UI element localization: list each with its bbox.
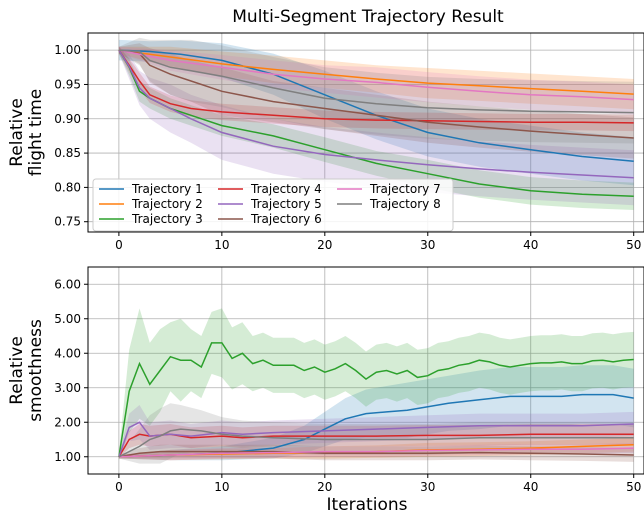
series-line-5	[118, 49, 634, 179]
legend-label-4: Trajectory 4	[250, 182, 322, 196]
y-tick-label: 0.75	[54, 215, 81, 229]
series-band-4	[118, 46, 634, 132]
y-tick-label: 6.00	[54, 277, 81, 291]
y-tick-label: 0.90	[54, 112, 81, 126]
y-axis-label-line: Relative	[7, 336, 27, 405]
x-tick-label: 30	[420, 480, 435, 494]
plot-frame	[87, 32, 644, 233]
legend-label-1: Trajectory 1	[131, 182, 203, 196]
y-tick-label: 0.85	[54, 146, 81, 160]
x-tick-label: 40	[523, 480, 538, 494]
y-tick-label: 4.00	[54, 346, 81, 360]
y-axis-label: Relativesmoothness	[7, 319, 46, 422]
x-tick-label: 20	[317, 238, 332, 252]
series-band-5	[118, 46, 634, 206]
y-tick-label: 0.95	[54, 77, 81, 91]
y-tick-label: 1.00	[54, 450, 81, 464]
series-line-7	[118, 49, 634, 101]
legend-label-7: Trajectory 7	[369, 182, 441, 196]
x-tick-label: 10	[214, 238, 229, 252]
y-axis-label-line: Relative	[7, 98, 27, 167]
series-line-7	[118, 447, 634, 458]
series-line-8	[118, 49, 634, 114]
legend-label-8: Trajectory 8	[369, 197, 441, 211]
series-line-1	[118, 49, 634, 163]
plot-frame	[87, 266, 644, 475]
x-tick-label: 20	[317, 480, 332, 494]
x-tick-label: 10	[214, 480, 229, 494]
series-band-3	[118, 308, 634, 461]
x-tick-label: 30	[420, 238, 435, 252]
series-line-6	[118, 49, 634, 139]
y-tick-label: 0.80	[54, 180, 81, 194]
legend-label-3: Trajectory 3	[131, 212, 203, 226]
y-axis-label-line: smoothness	[26, 319, 46, 422]
series-band-8	[118, 37, 634, 144]
series-line-8	[118, 428, 634, 458]
x-axis-label: Iterations	[327, 495, 408, 514]
legend-label-5: Trajectory 5	[250, 197, 322, 211]
y-tick-label: 5.00	[54, 312, 81, 326]
y-axis-label-line: flight time	[26, 89, 46, 176]
y-tick-label: 3.00	[54, 381, 81, 395]
series-band-5	[118, 405, 634, 459]
legend-label-6: Trajectory 6	[250, 212, 322, 226]
series-line-5	[118, 421, 634, 458]
x-tick-label: 50	[626, 238, 641, 252]
series-line-3	[118, 49, 634, 198]
series-band-4	[118, 424, 634, 459]
y-tick-label: 1.00	[54, 43, 81, 57]
legend-label-2: Trajectory 2	[131, 197, 203, 211]
legend-box	[92, 178, 454, 232]
top-panel-flight-time: 0 10 20 30 40 50 0.75 0.80 0.85 0.90 0.95 1.00 Relat…	[7, 32, 644, 252]
series-line-4	[118, 49, 634, 124]
series-line-2	[118, 49, 634, 95]
y-axis-label: Relativeflight time	[7, 89, 46, 176]
series-band-1	[118, 39, 634, 186]
series-band-7	[118, 46, 634, 115]
series-band-2	[118, 437, 634, 461]
x-tick-label: 0	[115, 480, 123, 494]
x-tick-label: 0	[115, 238, 123, 252]
series-line-1	[118, 393, 634, 458]
x-tick-label: 50	[626, 480, 641, 494]
series-line-3	[118, 342, 634, 457]
bottom-panel-smoothness: 0 10 20 30 40 50 1.00 2.00 3.00 4.00 5.00 6.00 Relat…	[7, 266, 644, 494]
y-tick-label: 2.00	[54, 415, 81, 429]
x-tick-label: 40	[523, 238, 538, 252]
chart-title: Multi-Segment Trajectory Result	[232, 7, 504, 27]
